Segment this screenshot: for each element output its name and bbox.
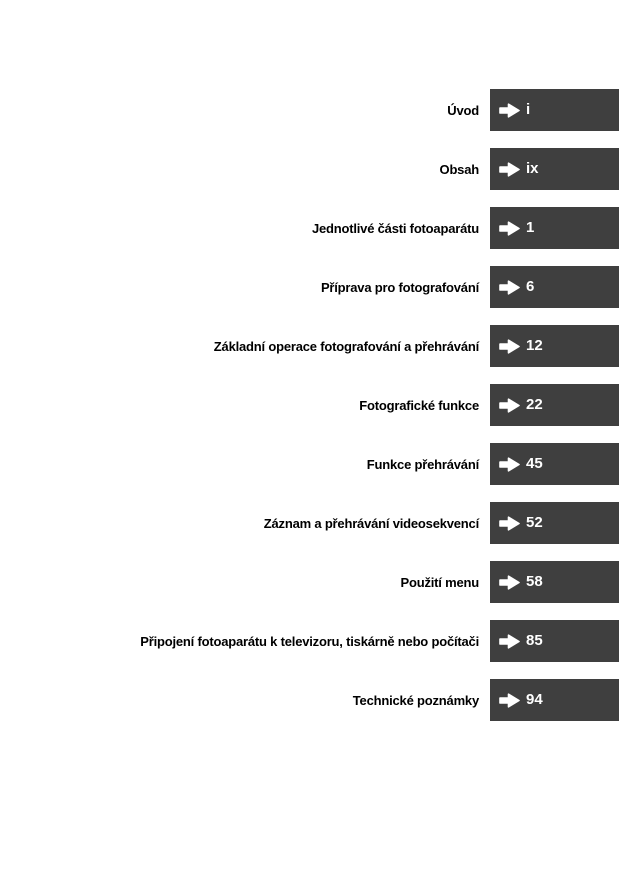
toc-row: Použití menu 58 [0, 561, 621, 603]
chapter-page-link[interactable]: 45 [490, 443, 619, 485]
page-number: 45 [526, 454, 543, 472]
chapter-page-link[interactable]: 1 [490, 207, 619, 249]
toc-row: Obsah ix [0, 148, 621, 190]
right-arrow-icon [499, 279, 520, 295]
chapter-label: Úvod [447, 102, 479, 118]
right-arrow-icon [499, 633, 520, 649]
chapter-page-link[interactable]: 52 [490, 502, 619, 544]
page-number: 22 [526, 395, 543, 413]
right-arrow-icon [499, 161, 520, 177]
page-number: 94 [526, 690, 543, 708]
page-number: i [526, 100, 531, 118]
chapter-page-link[interactable]: 58 [490, 561, 619, 603]
chapter-page-link[interactable]: 94 [490, 679, 619, 721]
chapter-label: Základní operace fotografování a přehráv… [213, 338, 479, 354]
chapter-label: Použití menu [400, 574, 480, 590]
toc-row: Příprava pro fotografování 6 [0, 266, 621, 308]
toc-row: Úvod i [0, 89, 621, 131]
chapter-label: Jednotlivé části fotoaparátu [311, 220, 479, 236]
chapter-page-link[interactable]: 6 [490, 266, 619, 308]
chapter-label: Technické poznámky [352, 692, 479, 708]
chapter-page-link[interactable]: ix [490, 148, 619, 190]
toc-list: Úvod i Obsah ix Jednotlivé části fotoapa… [0, 89, 621, 721]
chapter-label: Připojení fotoaparátu k televizoru, tisk… [140, 633, 479, 649]
page-number: 58 [526, 572, 543, 590]
page-number: 12 [526, 336, 543, 354]
toc-row: Technické poznámky 94 [0, 679, 621, 721]
toc-row: Funkce přehrávání 45 [0, 443, 621, 485]
page-number: 52 [526, 513, 543, 531]
chapter-page-link[interactable]: i [490, 89, 619, 131]
page-number: 6 [526, 277, 535, 295]
chapter-page-link[interactable]: 22 [490, 384, 619, 426]
chapter-page-link[interactable]: 12 [490, 325, 619, 367]
right-arrow-icon [499, 397, 520, 413]
toc-row: Základní operace fotografování a přehráv… [0, 325, 621, 367]
toc-row: Záznam a přehrávání videosekvencí 52 [0, 502, 621, 544]
page-number: ix [526, 159, 539, 177]
right-arrow-icon [499, 220, 520, 236]
toc-row: Připojení fotoaparátu k televizoru, tisk… [0, 620, 621, 662]
chapter-label: Záznam a přehrávání videosekvencí [263, 515, 479, 531]
toc-row: Fotografické funkce 22 [0, 384, 621, 426]
page-number: 85 [526, 631, 543, 649]
toc-row: Jednotlivé části fotoaparátu 1 [0, 207, 621, 249]
right-arrow-icon [499, 574, 520, 590]
chapter-label: Funkce přehrávání [366, 456, 479, 472]
right-arrow-icon [499, 338, 520, 354]
chapter-label: Obsah [439, 161, 480, 177]
right-arrow-icon [499, 456, 520, 472]
right-arrow-icon [499, 102, 520, 118]
chapter-label: Příprava pro fotografování [320, 279, 479, 295]
page-number: 1 [526, 218, 535, 236]
chapter-page-link[interactable]: 85 [490, 620, 619, 662]
chapter-label: Fotografické funkce [359, 397, 479, 413]
right-arrow-icon [499, 692, 520, 708]
right-arrow-icon [499, 515, 520, 531]
